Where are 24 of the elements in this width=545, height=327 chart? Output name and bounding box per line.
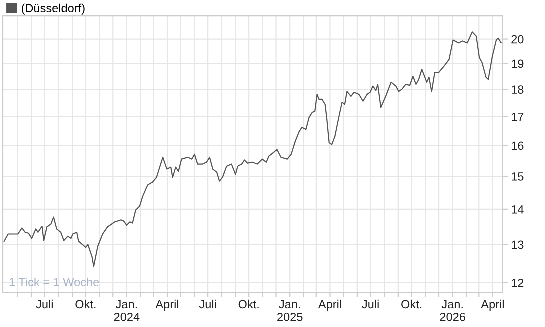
- line-series: [4, 32, 502, 268]
- y-tick-label: 19: [512, 60, 524, 68]
- annotation: 1 Tick = 1 Woche: [10, 278, 100, 287]
- x-tick-label: April: [318, 300, 342, 311]
- x-tick-label: Jan. 2024: [114, 300, 140, 322]
- x-tick-label: Jan. 2025: [278, 300, 303, 322]
- y-tick-label: 14: [512, 206, 524, 214]
- y-tick-label: 15: [512, 172, 524, 181]
- y-tick-label: 13: [512, 240, 524, 250]
- legend-label: (Düsseldorf): [22, 4, 85, 15]
- y-tick-label: 18: [512, 86, 524, 94]
- x-tick-label: Jan. 2026: [440, 300, 466, 322]
- x-tick-label: Juli: [199, 300, 216, 309]
- x-tick-label: Okt.: [402, 300, 422, 309]
- x-tick-label: April: [156, 300, 179, 311]
- x-tick-label: Juli: [36, 300, 53, 309]
- x-tick-label: April: [481, 300, 504, 311]
- x-tick-label: Okt.: [76, 300, 96, 309]
- y-tick-label: 20: [512, 35, 524, 44]
- x-tick-label: Juli: [362, 300, 379, 309]
- x-tick-label: Okt.: [238, 300, 259, 309]
- y-tick-label: 12: [512, 278, 524, 288]
- y-tick-label: 17: [512, 112, 524, 122]
- y-tick-label: 16: [512, 142, 524, 150]
